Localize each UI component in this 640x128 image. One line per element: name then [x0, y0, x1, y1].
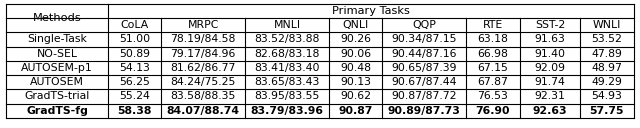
Text: 67.87: 67.87	[477, 77, 508, 87]
Text: CoLA: CoLA	[120, 20, 148, 30]
Text: 92.09: 92.09	[534, 63, 565, 73]
Text: 66.98: 66.98	[477, 49, 508, 59]
Text: 54.13: 54.13	[119, 63, 150, 73]
Text: 48.97: 48.97	[591, 63, 622, 73]
Text: 76.53: 76.53	[477, 91, 508, 101]
Text: AUTOSEM: AUTOSEM	[30, 77, 84, 87]
Text: 90.87/87.72: 90.87/87.72	[392, 91, 457, 101]
Text: 82.68/83.18: 82.68/83.18	[254, 49, 319, 59]
Text: 67.15: 67.15	[477, 63, 508, 73]
Text: 90.26: 90.26	[340, 34, 371, 44]
Text: 81.62/86.77: 81.62/86.77	[171, 63, 236, 73]
Text: 78.19/84.58: 78.19/84.58	[171, 34, 236, 44]
Text: 49.29: 49.29	[591, 77, 622, 87]
Text: 50.89: 50.89	[119, 49, 150, 59]
Text: 90.65/87.39: 90.65/87.39	[392, 63, 457, 73]
Text: 84.07/88.74: 84.07/88.74	[167, 106, 240, 116]
Text: 90.48: 90.48	[340, 63, 371, 73]
Text: 84.24/75.25: 84.24/75.25	[171, 77, 236, 87]
Text: 54.93: 54.93	[591, 91, 622, 101]
Text: 58.38: 58.38	[117, 106, 152, 116]
Text: 63.18: 63.18	[477, 34, 508, 44]
Text: Methods: Methods	[33, 13, 81, 23]
Text: 92.31: 92.31	[534, 91, 565, 101]
Text: 83.58/88.35: 83.58/88.35	[171, 91, 236, 101]
Text: QNLI: QNLI	[342, 20, 369, 30]
Text: 90.13: 90.13	[340, 77, 371, 87]
Text: GradTS-trial: GradTS-trial	[24, 91, 90, 101]
Text: 47.89: 47.89	[591, 49, 622, 59]
Text: 92.63: 92.63	[532, 106, 567, 116]
Text: 83.79/83.96: 83.79/83.96	[250, 106, 323, 116]
Text: QQP: QQP	[412, 20, 436, 30]
Text: 91.63: 91.63	[534, 34, 565, 44]
Text: 51.00: 51.00	[119, 34, 150, 44]
Text: 90.44/87.16: 90.44/87.16	[392, 49, 457, 59]
Text: 76.90: 76.90	[476, 106, 510, 116]
Text: 90.06: 90.06	[340, 49, 371, 59]
Text: RTE: RTE	[483, 20, 503, 30]
Text: 91.74: 91.74	[534, 77, 565, 87]
Text: 83.95/83.55: 83.95/83.55	[254, 91, 319, 101]
Text: Primary Tasks: Primary Tasks	[332, 6, 410, 16]
Text: 56.25: 56.25	[119, 77, 150, 87]
Text: 90.34/87.15: 90.34/87.15	[392, 34, 457, 44]
Text: 57.75: 57.75	[589, 106, 624, 116]
Text: MNLI: MNLI	[273, 20, 301, 30]
Text: 83.52/83.88: 83.52/83.88	[254, 34, 319, 44]
Text: 90.87: 90.87	[339, 106, 373, 116]
Text: Single-Task: Single-Task	[27, 34, 87, 44]
Text: SST-2: SST-2	[535, 20, 565, 30]
Text: 53.52: 53.52	[591, 34, 622, 44]
Text: MRPC: MRPC	[188, 20, 219, 30]
Text: 79.17/84.96: 79.17/84.96	[171, 49, 236, 59]
Text: 91.40: 91.40	[534, 49, 565, 59]
Text: WNLI: WNLI	[593, 20, 621, 30]
Text: 83.65/83.43: 83.65/83.43	[254, 77, 319, 87]
Text: 83.41/83.40: 83.41/83.40	[254, 63, 320, 73]
Text: NO-SEL: NO-SEL	[36, 49, 77, 59]
Text: 55.24: 55.24	[119, 91, 150, 101]
Text: 90.89/87.73: 90.89/87.73	[388, 106, 461, 116]
Text: 90.67/87.44: 90.67/87.44	[392, 77, 457, 87]
Text: GradTS-fg: GradTS-fg	[26, 106, 88, 116]
Text: 90.62: 90.62	[340, 91, 371, 101]
Text: AUTOSEM-p1: AUTOSEM-p1	[21, 63, 93, 73]
